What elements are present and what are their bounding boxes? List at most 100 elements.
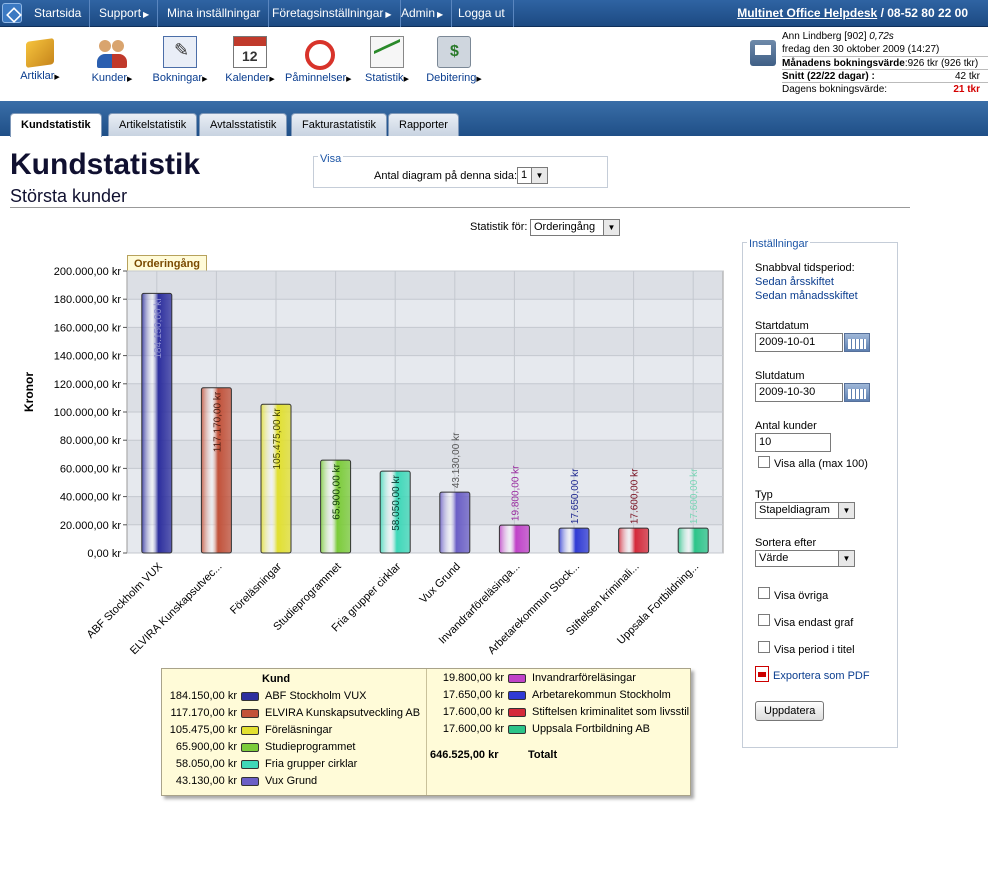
bar-value-label: 17.600,00 kr: [630, 468, 641, 524]
user-card-icon: [750, 40, 776, 66]
toolbar-reminders-button[interactable]: Påminnelser▶: [285, 36, 352, 84]
toolbar-bookings-button[interactable]: Bokningar▶: [148, 36, 212, 84]
nav-item-support[interactable]: Support ▶: [91, 0, 159, 27]
nav-item-logga-ut[interactable]: Logga ut: [450, 0, 514, 27]
header-divider: [10, 207, 910, 208]
chevron-right-icon: ▶: [143, 10, 150, 19]
settings-legend: Inställningar: [747, 238, 811, 250]
legend-value: 17.600,00 kr: [442, 706, 504, 718]
grid-band: [128, 271, 722, 300]
average-label: Snitt (22/22 dagar) :: [782, 71, 875, 82]
nav-item-label: Startsida: [34, 6, 82, 20]
user-name: Ann Lindberg [902]: [782, 31, 867, 42]
period-title-checkbox[interactable]: [758, 641, 770, 653]
helpdesk-link[interactable]: Multinet Office Helpdesk: [737, 6, 878, 20]
chevron-right-icon: ▶: [346, 76, 352, 83]
chevron-right-icon: ▶: [385, 10, 392, 19]
nav-item-label: Företagsinställningar: [272, 6, 384, 20]
graph-only-checkbox[interactable]: [758, 614, 770, 626]
toolbar-articles-button[interactable]: Artiklar▶: [8, 36, 72, 82]
period-title-label: Visa period i titel: [774, 644, 855, 656]
start-date-input[interactable]: 2009-10-01: [755, 333, 843, 352]
settings-panel: Inställningar Snabbval tidsperiod: Sedan…: [742, 238, 898, 748]
start-date-label: Startdatum: [755, 320, 809, 332]
toolbar-billing-button[interactable]: Debitering▶: [422, 36, 486, 84]
end-date-input[interactable]: 2009-10-30: [755, 383, 843, 402]
legend-swatch: [508, 708, 526, 717]
bar: [677, 527, 709, 554]
legend-name: Arbetarekommun Stockholm: [532, 689, 671, 701]
toolbar-label: Bokningar: [152, 72, 203, 84]
nav-item-företagsinställningar[interactable]: Företagsinställningar ▶: [264, 0, 401, 27]
export-pdf-link[interactable]: Exportera som PDF: [773, 670, 870, 682]
legend-swatch: [241, 692, 259, 701]
y-tick-label: 80.000,00 kr: [60, 435, 121, 447]
bar: [320, 459, 352, 554]
tab-kundstatistik[interactable]: Kundstatistik: [10, 113, 102, 137]
nav-item-mina-inställningar[interactable]: Mina inställningar: [159, 0, 270, 27]
show-other-label: Visa övriga: [774, 590, 829, 602]
bar: [200, 387, 232, 554]
tab-fakturastatistik[interactable]: Fakturastatistik: [291, 113, 387, 136]
pdf-icon: [755, 666, 769, 682]
toolbar-label: Statistik: [365, 72, 404, 84]
diagram-count-select[interactable]: 1 ▼: [517, 167, 548, 184]
y-tick-label: 20.000,00 kr: [60, 520, 121, 532]
nav-item-admin[interactable]: Admin ▶: [393, 0, 453, 27]
since-month-start-link[interactable]: Sedan månadsskiftet: [755, 290, 858, 302]
toolbar-calendar-button[interactable]: Kalender▶: [218, 36, 282, 84]
since-year-start-link[interactable]: Sedan årsskiftet: [755, 276, 834, 288]
sort-select[interactable]: Värde ▼: [755, 550, 855, 567]
end-date-calendar-icon[interactable]: [844, 383, 870, 402]
page-title: Kundstatistik: [10, 148, 201, 181]
legend-swatch: [241, 726, 259, 735]
type-label: Typ: [755, 489, 773, 501]
tab-avtalsstatistik[interactable]: Avtalsstatistik: [199, 113, 288, 136]
start-date-calendar-icon[interactable]: [844, 333, 870, 352]
people-icon: [95, 36, 129, 68]
nav-item-label: Logga ut: [458, 6, 505, 20]
month-value-label: Månadens bokningsvärde: [782, 58, 905, 69]
chevron-right-icon: ▶: [437, 10, 444, 19]
toolbar-label: Artiklar: [20, 70, 55, 82]
toolbar-customers-button[interactable]: Kunder▶: [80, 36, 144, 84]
bar: [618, 527, 650, 554]
chart-title-tab: Orderingång: [127, 255, 208, 273]
app-logo-icon[interactable]: [2, 3, 22, 23]
legend-name: Invandrarföreläsingar: [532, 672, 636, 684]
y-tick-label: 40.000,00 kr: [60, 492, 121, 504]
end-date-label: Slutdatum: [755, 370, 805, 382]
helpdesk-separator: /: [877, 6, 888, 20]
update-button[interactable]: Uppdatera: [755, 701, 825, 721]
sort-value: Värde: [759, 552, 789, 564]
statistics-for-value: Orderingång: [534, 221, 596, 233]
diagram-count-label: Antal diagram på denna sida:: [374, 170, 518, 182]
day-value: 21 tkr: [953, 84, 980, 95]
helpdesk-info: Multinet Office Helpdesk / 08-52 80 22 0…: [737, 0, 968, 27]
toolbar-statistics-button[interactable]: Statistik▶: [355, 36, 419, 84]
legend-name: Stiftelsen kriminalitet som livsstil: [532, 706, 690, 718]
y-tick-label: 60.000,00 kr: [60, 463, 121, 475]
show-all-checkbox[interactable]: [758, 456, 770, 468]
alarm-clock-icon: [300, 36, 335, 70]
legend-swatch: [508, 674, 526, 683]
tab-rapporter[interactable]: Rapporter: [388, 113, 459, 136]
y-tick-label: 140.000,00 kr: [54, 351, 122, 363]
statistics-for-select[interactable]: Orderingång ▼: [530, 219, 620, 236]
sort-label: Sortera efter: [755, 537, 817, 549]
bar-value-label: 17.600,00 kr: [689, 468, 700, 524]
customer-count-input[interactable]: 10: [755, 433, 831, 452]
bar-value-label: 43.130,00 kr: [451, 432, 462, 488]
legend-value: 117.170,00 kr: [170, 707, 237, 719]
show-other-checkbox[interactable]: [758, 587, 770, 599]
bar-value-label: 65.900,00 kr: [332, 463, 343, 519]
legend-value: 184.150,00 kr: [169, 690, 237, 702]
helpdesk-phone: 08-52 80 22 00: [887, 6, 968, 20]
legend-name: Föreläsningar: [265, 724, 333, 736]
tab-artikelstatistik[interactable]: Artikelstatistik: [108, 113, 198, 136]
chart-type-select[interactable]: Stapeldiagram ▼: [755, 502, 855, 519]
quick-period-label: Snabbval tidsperiod:: [755, 262, 855, 274]
current-date: fredag den 30 oktober 2009 (14:27): [782, 44, 940, 55]
nav-item-startsida[interactable]: Startsida: [26, 0, 91, 27]
legend-swatch: [241, 777, 259, 786]
